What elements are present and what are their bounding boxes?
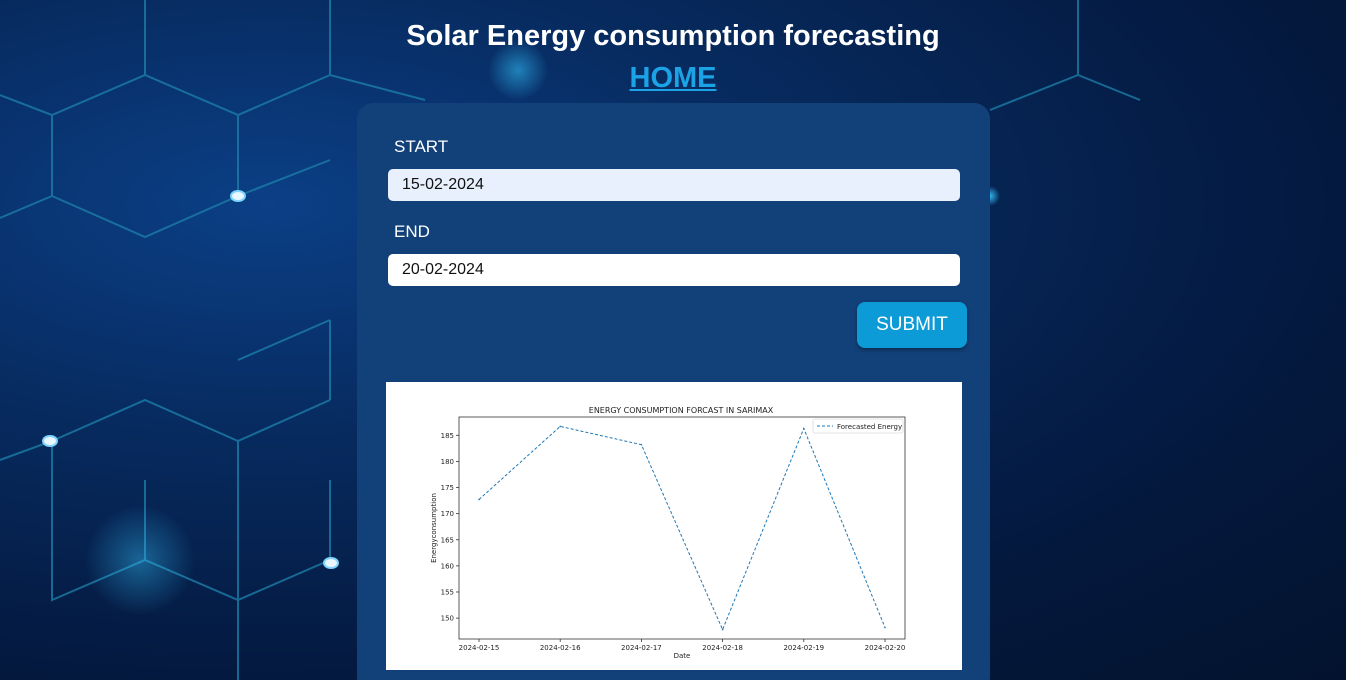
y-tick-label: 150 (441, 615, 454, 623)
data-point (640, 443, 643, 446)
chart-title: ENERGY CONSUMPTION FORCAST IN SARIMAX (589, 406, 774, 415)
y-tick-label: 170 (441, 510, 454, 518)
x-tick-label: 2024-02-15 (459, 644, 500, 652)
x-tick-label: 2024-02-18 (702, 644, 743, 652)
data-point (559, 425, 561, 428)
y-tick-label: 160 (441, 562, 454, 570)
y-tick-label: 175 (441, 484, 454, 492)
y-tick-label: 155 (441, 588, 454, 596)
x-tick-label: 2024-02-20 (865, 644, 906, 652)
start-label: START (394, 137, 449, 156)
y-axis-label: Energyconsumption (430, 493, 438, 563)
submit-button[interactable]: SUBMIT (857, 302, 967, 348)
chart-legend: Forecasted Energy (812, 418, 904, 434)
y-tick-label: 180 (441, 458, 454, 466)
forecast-chart-svg: ENERGY CONSUMPTION FORCAST IN SARIMAX 15… (430, 406, 906, 660)
data-point (721, 628, 724, 631)
data-point (478, 498, 480, 501)
start-date-input[interactable] (388, 169, 960, 201)
x-tick-label: 2024-02-19 (783, 644, 824, 652)
x-axis-label: Date (674, 652, 691, 660)
data-point (884, 626, 886, 629)
x-tick-label: 2024-02-16 (540, 644, 581, 652)
home-link[interactable]: HOME (629, 62, 717, 94)
end-date-input[interactable] (388, 254, 960, 286)
page-title: Solar Energy consumption forecasting (406, 20, 940, 52)
legend-label: Forecasted Energy (837, 423, 902, 431)
end-label: END (394, 222, 430, 241)
y-tick-label: 185 (441, 432, 454, 440)
series-line-forecasted-energy (478, 425, 886, 631)
forecast-form-card: START END SUBMIT ENERGY CONSUMPTION FORC… (357, 103, 990, 680)
y-tick-label: 165 (441, 536, 454, 544)
forecast-chart: ENERGY CONSUMPTION FORCAST IN SARIMAX 15… (386, 382, 962, 670)
plot-frame (458, 416, 906, 640)
data-point (803, 427, 805, 430)
x-tick-label: 2024-02-17 (621, 644, 662, 652)
